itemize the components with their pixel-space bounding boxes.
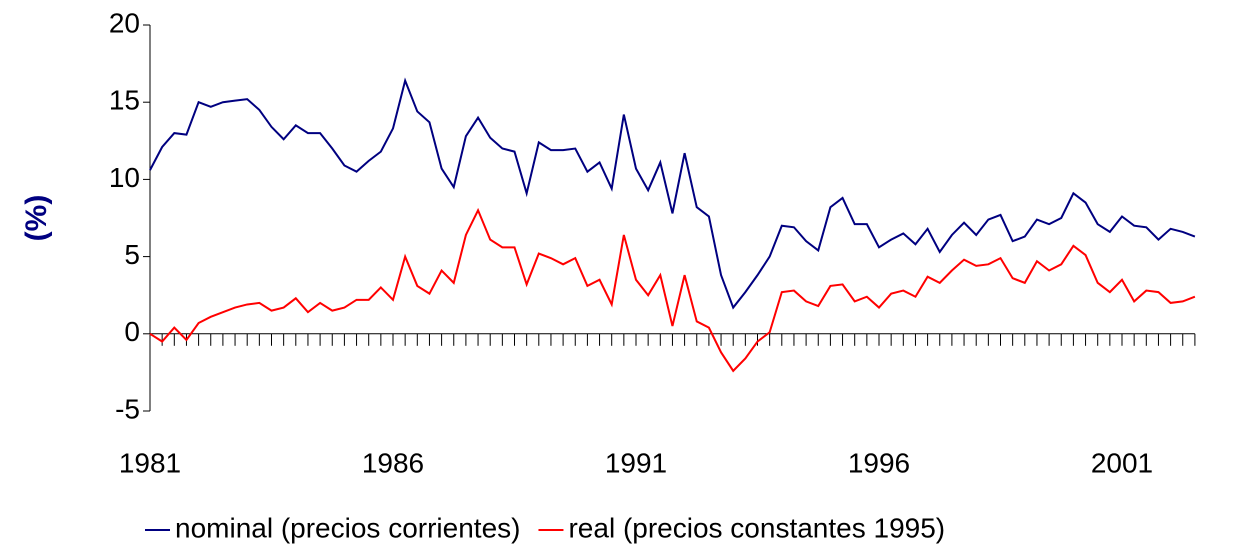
legend-label: real (precios constantes 1995) [568, 512, 945, 543]
y-tick-label: 20 [109, 7, 140, 38]
y-tick-label: 15 [109, 85, 140, 116]
x-tick-label: 1991 [605, 447, 667, 478]
y-tick-label: 0 [124, 316, 140, 347]
x-tick-label: 1981 [119, 447, 181, 478]
legend-label: nominal (precios corrientes) [175, 512, 520, 543]
series-line [149, 207, 1196, 373]
y-axis-label: (%) [20, 195, 53, 242]
y-tick-label: 5 [124, 239, 140, 270]
x-tick-label: 1996 [848, 447, 910, 478]
x-tick-label: 1986 [362, 447, 424, 478]
series-line [149, 77, 1196, 310]
x-tick-label: 2001 [1091, 447, 1153, 478]
y-tick-label: 10 [109, 162, 140, 193]
y-tick-label: -5 [115, 393, 140, 424]
